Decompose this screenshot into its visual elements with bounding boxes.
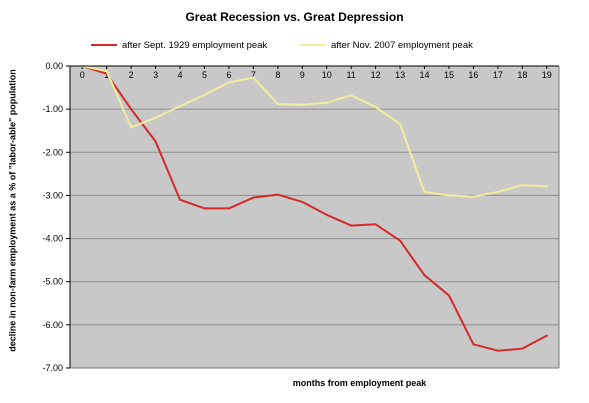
data-point (105, 70, 108, 73)
data-point (130, 126, 133, 129)
data-point (325, 101, 328, 104)
y-tick-label: -5.00 (42, 277, 63, 287)
x-tick-label: 2 (129, 70, 134, 80)
data-point (545, 334, 548, 337)
data-point (325, 213, 328, 216)
data-point (301, 201, 304, 203)
data-point (350, 224, 353, 227)
y-tick-label: 0.00 (45, 61, 63, 71)
series-line-1 (81, 65, 548, 198)
data-point (374, 223, 377, 226)
x-tick-label: 11 (347, 70, 356, 80)
y-tick-label: -2.00 (42, 147, 63, 157)
x-tick-label: 9 (300, 70, 305, 80)
data-point (448, 194, 450, 197)
legend-swatch-1929 (91, 44, 117, 46)
data-point (399, 123, 401, 126)
data-point (301, 103, 304, 106)
data-point (179, 198, 181, 201)
data-point (203, 207, 206, 210)
legend-item-1929: after Sept. 1929 employment peak (91, 38, 267, 52)
data-point (399, 239, 401, 242)
y-tick-label: -6.00 (42, 320, 63, 330)
y-tick-label: -3.00 (42, 190, 63, 200)
y-tick-label: -4.00 (42, 234, 63, 244)
chart-title: Great Recession vs. Great Depression (185, 10, 404, 24)
series-line-0 (81, 65, 548, 352)
data-point (203, 94, 206, 96)
data-point (374, 106, 377, 108)
x-tick-label: 5 (202, 70, 207, 80)
data-point (496, 349, 499, 352)
x-tick-label: 10 (322, 70, 332, 80)
data-point (521, 347, 524, 350)
data-point (521, 184, 524, 186)
data-point (228, 81, 230, 84)
y-axis-label: decline in non-farm employment as a % of… (7, 69, 18, 352)
data-point (545, 185, 548, 188)
data-point (276, 103, 279, 105)
x-tick-label: 18 (517, 70, 527, 80)
legend-swatch-2007 (300, 44, 326, 46)
y-tick-label: -7.00 (42, 363, 63, 373)
data-point (130, 108, 133, 111)
x-tick-label: 13 (395, 70, 405, 80)
data-point (252, 76, 255, 79)
data-point (448, 294, 450, 297)
y-tick-label: -1.00 (42, 104, 63, 114)
data-point (350, 94, 353, 97)
x-tick-label: 16 (468, 70, 478, 80)
legend-item-2007: after Nov. 2007 employment peak (300, 38, 473, 52)
legend-label-1929: after Sept. 1929 employment peak (122, 39, 268, 51)
x-axis-label: months from employment peak (292, 378, 427, 388)
plot-background (70, 66, 559, 368)
x-tick-label: 7 (251, 70, 256, 80)
data-point (252, 196, 255, 199)
data-point (228, 207, 230, 210)
data-point (423, 274, 426, 277)
x-tick-label: 4 (178, 70, 183, 80)
data-point (472, 343, 475, 346)
x-tick-label: 14 (420, 70, 430, 80)
x-tick-label: 8 (275, 70, 280, 80)
data-point (276, 193, 279, 196)
data-point (179, 105, 181, 108)
data-point (154, 140, 157, 143)
x-tick-label: 6 (226, 70, 231, 80)
x-tick-label: 3 (153, 70, 158, 80)
data-point (154, 116, 157, 119)
x-tick-label: 12 (371, 70, 381, 80)
data-point (472, 195, 475, 198)
x-tick-label: 0 (80, 70, 85, 80)
data-point (496, 191, 499, 193)
data-point (423, 191, 426, 193)
x-tick-label: 17 (493, 70, 503, 80)
legend-label-2007: after Nov. 2007 employment peak (331, 39, 473, 51)
x-tick-label: 19 (542, 70, 552, 80)
x-tick-label: 15 (444, 70, 454, 80)
